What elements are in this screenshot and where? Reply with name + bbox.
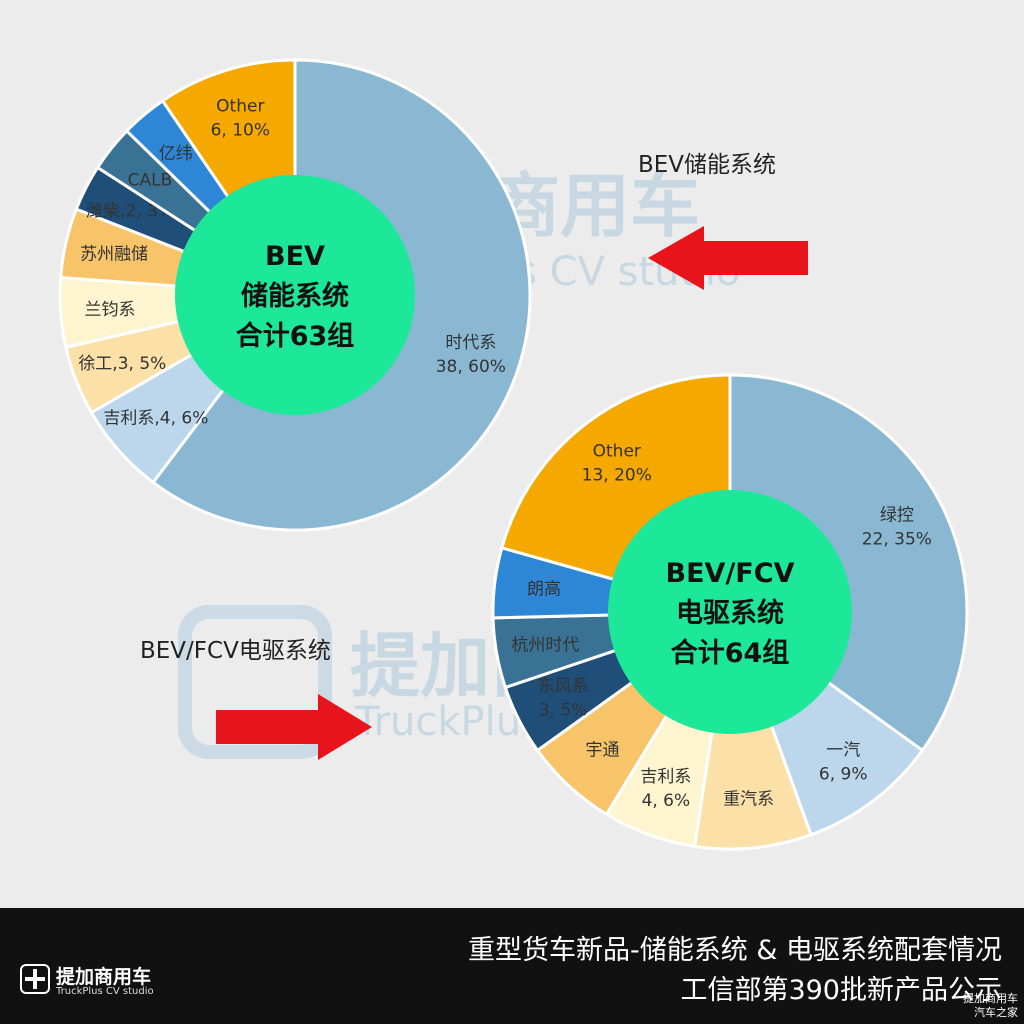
- footer-logo-name: 提加商用车: [56, 966, 152, 988]
- slice-label-1-7: 亿纬: [159, 144, 193, 164]
- pie-slice-2-0: [728, 373, 969, 753]
- slice-label-2-3: 吉利系 4, 6%: [640, 767, 691, 811]
- corner-line-1: 提加商用车: [963, 992, 1018, 1005]
- slice-label-1-8: Other 6, 10%: [211, 97, 270, 141]
- donut-chart-drive: 绿控 22, 35% 一汽 6, 9% 重汽系 吉利系 4, 6% 宇通 东风系 3, 5% 杭州时…: [491, 373, 969, 851]
- arrow-left-icon: [648, 226, 808, 290]
- brand-cross-icon: [20, 964, 50, 994]
- slice-label-1-1: 吉利系,4, 6%: [103, 409, 208, 429]
- footer-corner-mark: 提加商用车 汽车之家: [963, 992, 1018, 1020]
- donut-center-label-1: BEV 储能系统合计63组: [236, 241, 355, 352]
- slice-label-2-8: Other 13, 20%: [582, 442, 652, 486]
- corner-line-2: 汽车之家: [974, 1006, 1018, 1019]
- footer-logo-sub: TruckPlus CV studio: [56, 986, 154, 997]
- slice-label-1-3: 兰钧系: [85, 300, 136, 320]
- slice-label-2-6: 杭州时代: [511, 636, 579, 656]
- donut-chart-storage: 时代系 38, 60% 吉利系,4, 6% 徐工,3, 5% 兰钧系 苏州融储 潍柴,2, …: [58, 58, 532, 532]
- slice-label-1-4: 苏州融储: [80, 245, 148, 265]
- slice-label-2-1: 一汽 6, 9%: [819, 740, 868, 784]
- footer-subtitle: 工信部第390批新产品公示: [680, 975, 1002, 1006]
- slice-label-2-0: 绿控 22, 35%: [862, 505, 932, 549]
- slice-label-2-2: 重汽系: [723, 790, 774, 810]
- slice-label-1-6: CALB: [128, 170, 173, 190]
- footer-title: 重型货车新品-储能系统 & 电驱系统配套情况: [468, 935, 1002, 966]
- callout-storage: BEV储能系统: [638, 152, 776, 178]
- footer-bar: 提加商用车 TruckPlus CV studio 重型货车新品-储能系统 & …: [0, 908, 1024, 1024]
- slice-label-2-4: 宇通: [585, 740, 619, 760]
- arrow-right-icon: [216, 694, 372, 760]
- donut-center-1: [175, 175, 415, 415]
- slice-label-1-2: 徐工,3, 5%: [78, 354, 166, 374]
- slice-label-2-7: 朗高: [527, 580, 561, 600]
- donut-center-label-2: BEV/FCV 电驱系统合计64组: [666, 558, 795, 669]
- slice-label-1-5: 潍柴,2, 3%: [86, 201, 174, 221]
- slice-label-2-5: 东风系 3, 5%: [538, 677, 589, 721]
- slice-label-1-0: 时代系 38, 60%: [436, 333, 506, 377]
- footer-logo: 提加商用车 TruckPlus CV studio: [20, 962, 220, 1006]
- callout-drive: BEV/FCV电驱系统: [140, 638, 331, 664]
- donut-center-2: [608, 490, 852, 734]
